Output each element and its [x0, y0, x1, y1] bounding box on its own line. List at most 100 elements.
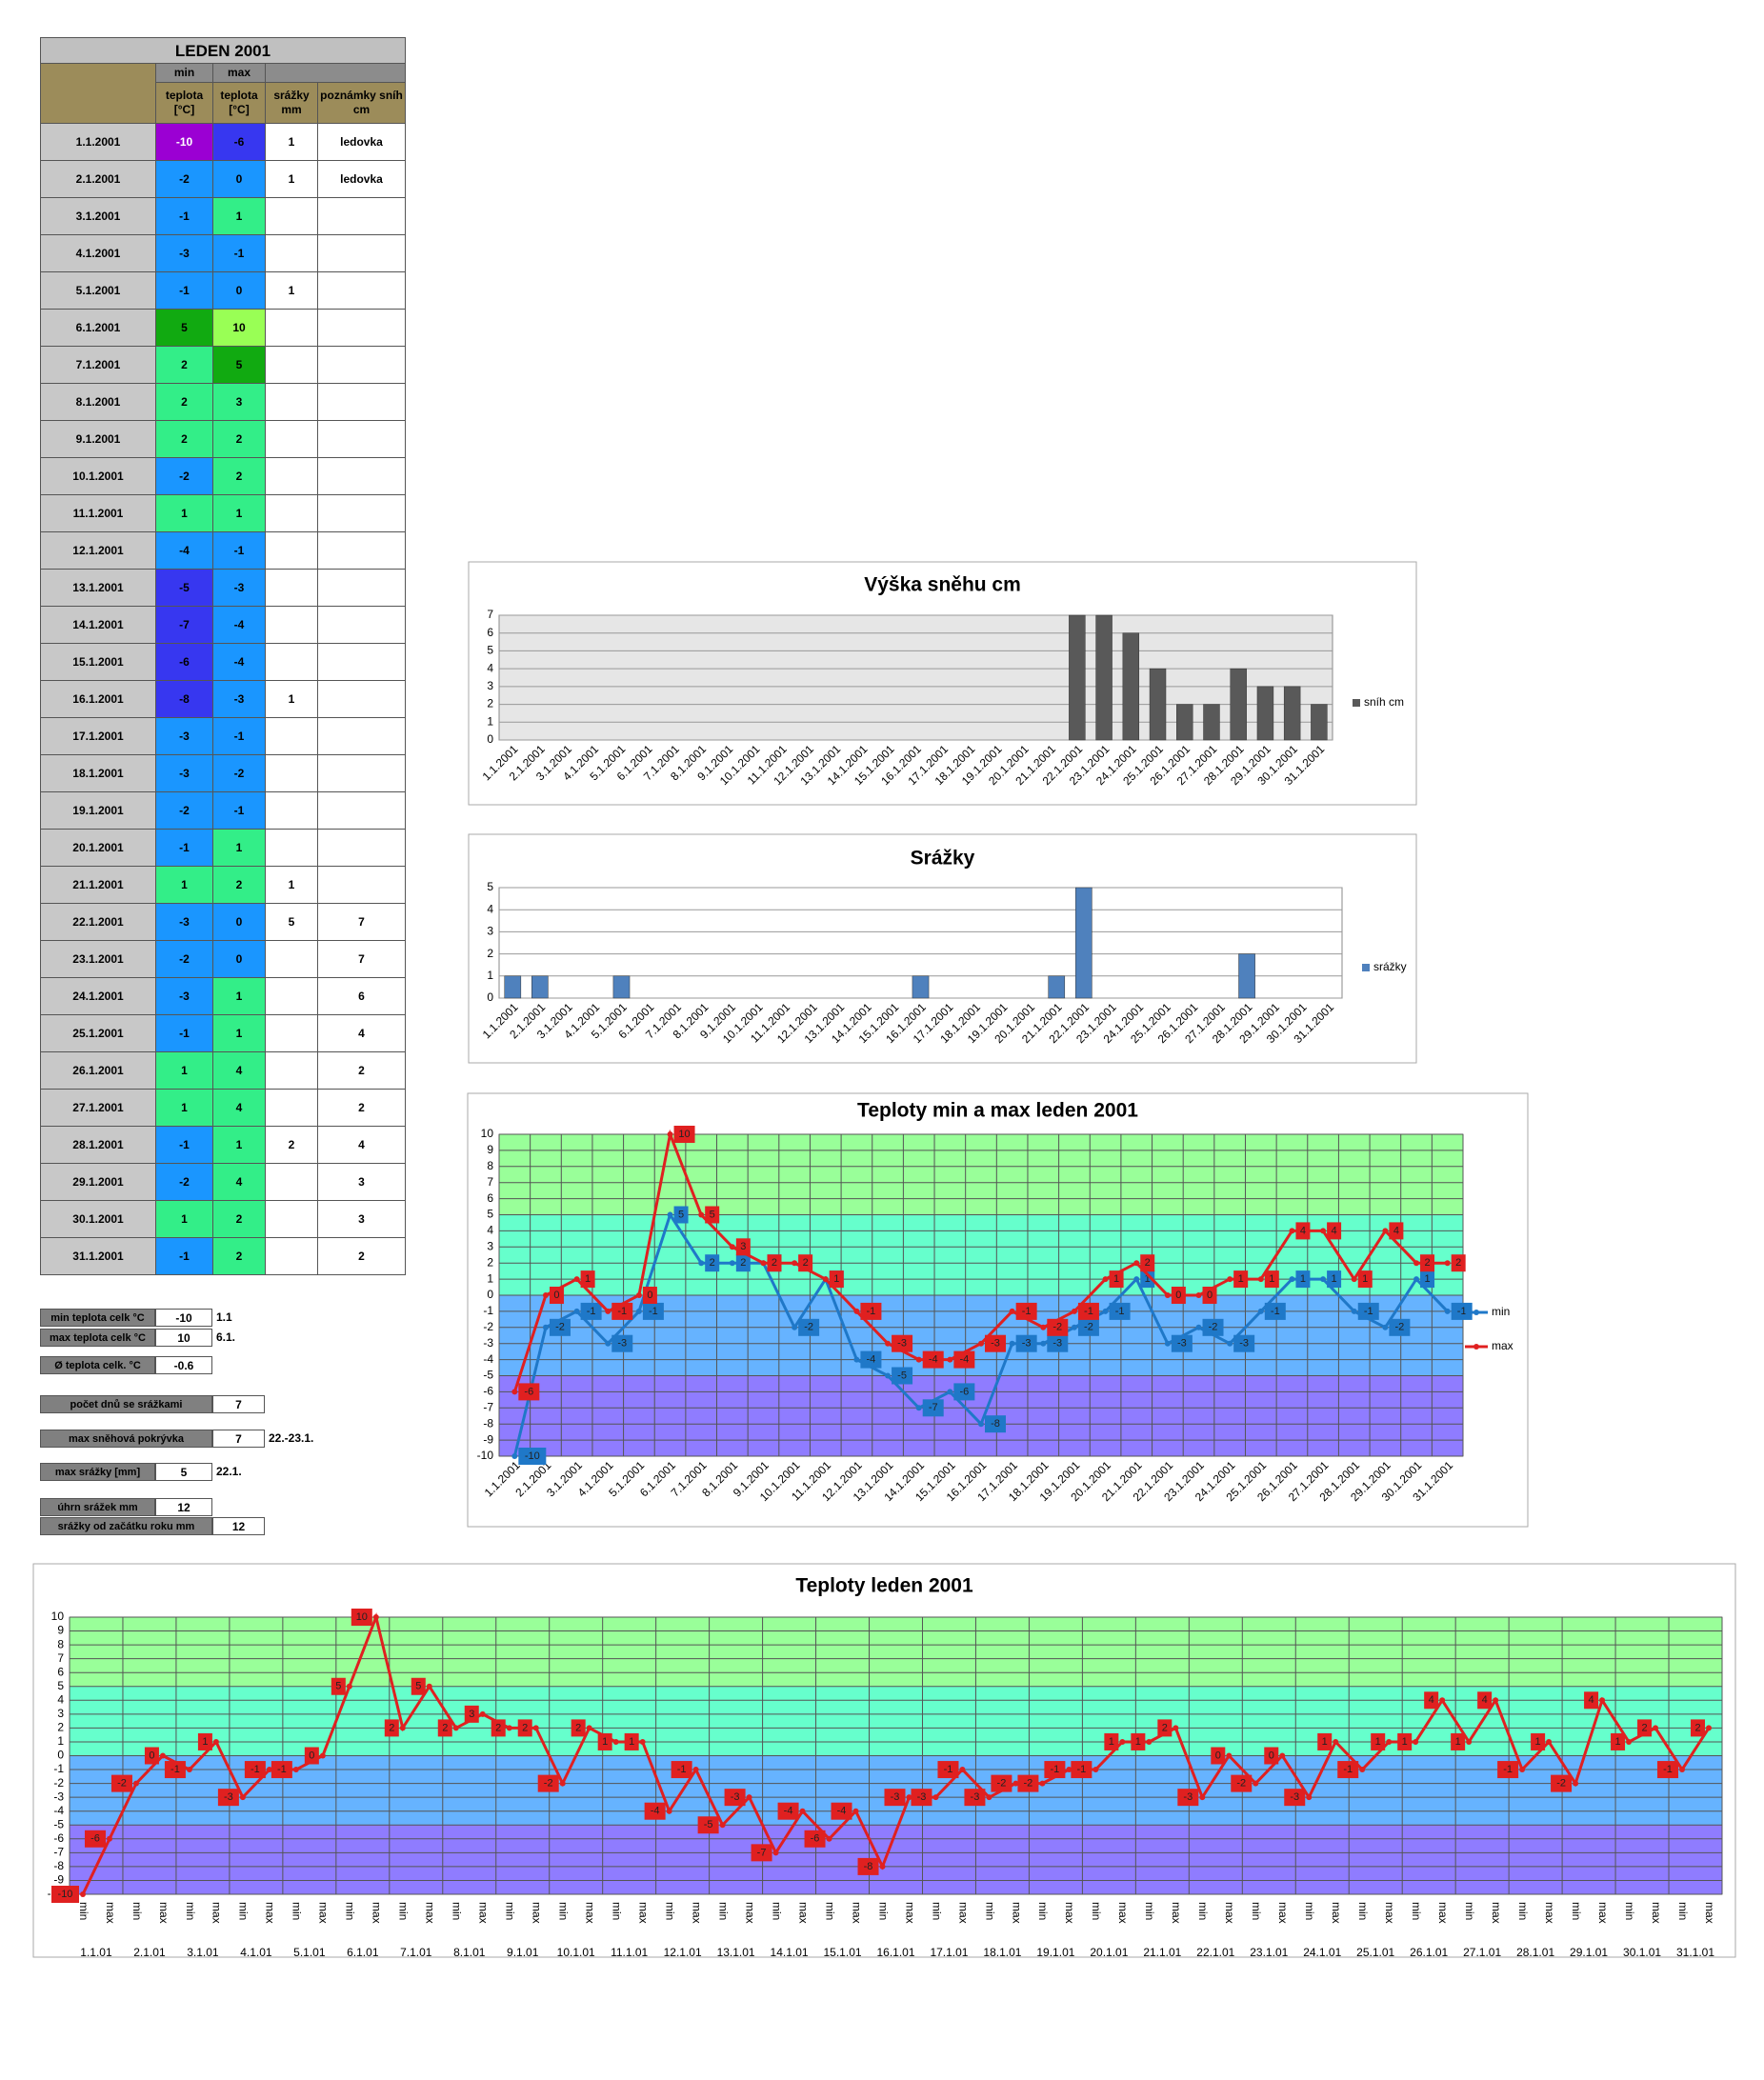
data-label-box — [304, 1747, 319, 1765]
y-tick-label: -8 — [53, 1859, 64, 1872]
legend-swatch — [1362, 964, 1370, 971]
x-tick-label: min — [663, 1902, 676, 1920]
x-group-label: 24.1.01 — [1303, 1946, 1341, 1959]
x-group-label: 19.1.01 — [1036, 1946, 1074, 1959]
marker — [1493, 1697, 1499, 1704]
data-label: 2 — [442, 1722, 448, 1733]
marker — [1519, 1767, 1526, 1773]
data-label-box — [1295, 1270, 1311, 1289]
data-label-box — [1109, 1270, 1124, 1289]
table-cell: 4 — [212, 1163, 266, 1201]
table-cell: 1 — [212, 1126, 266, 1164]
table-row: 21.1.2001 1 2 1 — [40, 866, 406, 904]
y-tick-label: 5 — [57, 1679, 64, 1692]
table-cell — [317, 197, 406, 235]
data-label: -6 — [811, 1833, 820, 1845]
y-tick-label: 7 — [487, 1175, 493, 1189]
data-label-box — [518, 1448, 547, 1465]
marker — [799, 1808, 806, 1814]
table-row: 17.1.2001 -3 -1 — [40, 717, 406, 755]
marker — [1320, 1228, 1327, 1234]
data-label: -4 — [651, 1806, 660, 1817]
data-label-box — [1177, 1789, 1199, 1807]
data-label: -6 — [90, 1833, 100, 1845]
marker — [1546, 1738, 1553, 1745]
x-tick-label: min — [1090, 1902, 1103, 1920]
data-label-box — [164, 1761, 186, 1779]
summary-label: srážky od začátku roku mm — [40, 1517, 212, 1535]
table-cell — [265, 977, 318, 1015]
data-table: LEDEN 2001 min max teplota [°C] teplota [°C]… — [40, 37, 406, 1275]
table-cell — [317, 680, 406, 718]
data-label: -5 — [897, 1370, 907, 1381]
table-row: 4.1.2001 -3 -1 — [40, 234, 406, 272]
x-tick-label: max — [264, 1902, 277, 1924]
x-tick-label: max — [317, 1902, 331, 1924]
data-label-box — [1109, 1302, 1131, 1320]
marker — [978, 1340, 984, 1347]
data-label-box — [892, 1334, 913, 1352]
x-tick-label: max — [1116, 1902, 1130, 1924]
table-cell: 26.1.2001 — [40, 1051, 156, 1090]
bar — [1074, 887, 1092, 999]
marker — [1040, 1340, 1047, 1347]
data-label-box — [1637, 1719, 1653, 1737]
x-tick-label: min — [1623, 1902, 1636, 1920]
x-group-label: 14.1.01 — [771, 1946, 809, 1959]
x-tick-label: max — [690, 1902, 703, 1924]
data-label-box — [1131, 1732, 1146, 1750]
table-row: 29.1.2001 -2 4 3 — [40, 1163, 406, 1201]
data-label-box — [922, 1350, 944, 1369]
table-cell: -3 — [212, 680, 266, 718]
data-label: 2 — [803, 1257, 809, 1269]
table-cell: 6.1.2001 — [40, 309, 156, 347]
table-cell: 5 — [212, 346, 266, 384]
table-row: 18.1.2001 -3 -2 — [40, 754, 406, 792]
data-label: -1 — [1084, 1306, 1093, 1317]
header-corner — [40, 63, 156, 124]
table-cell: -1 — [155, 271, 213, 310]
table-row: 1.1.2001 -10 -6 1 ledovka — [40, 123, 406, 161]
data-label-box — [517, 1719, 532, 1737]
x-tick-label: max — [424, 1902, 437, 1924]
data-label: 1 — [202, 1736, 208, 1748]
header-cell: srážky mm — [265, 82, 318, 124]
data-label: 0 — [1215, 1750, 1221, 1761]
x-group-label: 26.1.01 — [1410, 1946, 1448, 1959]
data-label: -1 — [677, 1764, 687, 1775]
x-tick-label: max — [1490, 1902, 1503, 1924]
marker — [346, 1683, 352, 1690]
table-cell: 2 — [212, 1237, 266, 1275]
x-tick-label: min — [504, 1902, 517, 1920]
data-label-box — [937, 1761, 959, 1779]
table-cell — [317, 457, 406, 495]
x-tick-label: max — [477, 1902, 491, 1924]
data-label-box — [611, 1302, 633, 1320]
data-label-box — [1357, 1270, 1373, 1289]
marker — [719, 1822, 726, 1829]
table-cell: -3 — [155, 903, 213, 941]
x-group-label: 21.1.01 — [1143, 1946, 1181, 1959]
data-label: -3 — [897, 1338, 907, 1350]
table-cell: 5.1.2001 — [40, 271, 156, 310]
marker — [772, 1850, 779, 1856]
table-cell: 1 — [212, 494, 266, 532]
data-label-box — [1531, 1732, 1546, 1750]
data-label-box — [1047, 1318, 1069, 1336]
x-tick-label: min — [344, 1902, 357, 1920]
data-label: -2 — [1024, 1778, 1033, 1790]
x-tick-label: min — [291, 1902, 304, 1920]
data-label: -3 — [891, 1791, 900, 1803]
summary-note: 1.1 — [216, 1310, 232, 1324]
data-label: -2 — [1556, 1778, 1566, 1790]
data-label-box — [580, 1270, 595, 1289]
data-label: -1 — [867, 1306, 876, 1317]
data-label-box — [1104, 1732, 1119, 1750]
data-label: 3 — [469, 1709, 474, 1720]
marker — [79, 1891, 86, 1897]
x-group-label: 29.1.01 — [1570, 1946, 1608, 1959]
data-label: 2 — [389, 1722, 394, 1733]
marker — [1351, 1276, 1357, 1283]
marker — [1119, 1738, 1126, 1745]
marker — [692, 1767, 699, 1773]
